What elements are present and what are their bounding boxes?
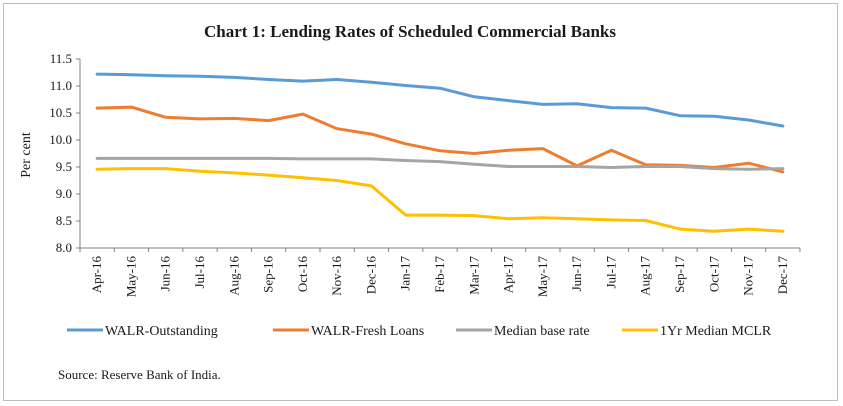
x-tick-label: Mar-17: [466, 256, 481, 295]
legend-label-median-base-rate: Median base rate: [494, 324, 590, 339]
x-tick-label: Jun-17: [569, 256, 584, 292]
x-tick-label: Nov-16: [329, 256, 344, 296]
y-tick-label: 11.5: [50, 51, 72, 66]
x-tick-label: Nov-17: [741, 256, 756, 296]
y-tick-label: 9.5: [56, 159, 72, 174]
x-tick-label: Jul-17: [603, 256, 618, 289]
y-tick-label: 8.5: [56, 213, 72, 228]
series-line-1yr-median-mclr: [95, 167, 785, 233]
legend: WALR-Outstanding WALR-Fresh Loans Median b…: [67, 324, 772, 339]
plot-area: 11.5 11.0 10.5 10.0 9.5 9.0 8.5 8.0 Apr-16 May-16…: [49, 51, 801, 298]
x-tick-label: May-17: [535, 256, 550, 298]
x-tick-label: Jan-17: [398, 256, 413, 291]
x-tick-label: Apr-16: [89, 256, 104, 294]
x-tick-label: Sep-17: [672, 256, 687, 293]
x-tick-label: Dec-16: [363, 256, 378, 295]
x-tick-label: Dec-17: [775, 256, 790, 295]
x-tick-label: Jun-16: [158, 256, 173, 292]
x-tick-label: Feb-17: [432, 256, 447, 293]
chart-title: Chart 1: Lending Rates of Scheduled Comm…: [204, 22, 616, 41]
x-tick-label: Aug-17: [638, 256, 653, 296]
series-line-median-base-rate: [95, 156, 785, 171]
legend-label-walr-outstanding: WALR-Outstanding: [105, 324, 218, 339]
x-tick-label: Oct-16: [295, 256, 310, 293]
x-tick-label: Oct-17: [706, 256, 721, 293]
x-tick-label: Apr-17: [501, 256, 516, 294]
x-tick-label: Aug-16: [226, 256, 241, 296]
legend-label-walr-fresh-loans: WALR-Fresh Loans: [311, 324, 424, 339]
chart-frame: [3, 3, 838, 401]
y-tick-label: 10.5: [49, 105, 72, 120]
series-line-walr-outstanding: [95, 72, 785, 128]
source-note: Source: Reserve Bank of India.: [58, 367, 221, 382]
y-tick-label: 8.0: [56, 240, 72, 255]
y-tick-label: 11.0: [50, 78, 72, 93]
x-tick-label: Sep-16: [261, 256, 276, 293]
x-tick-label: May-16: [123, 256, 138, 298]
y-tick-label: 9.0: [56, 186, 72, 201]
legend-label-1yr-median-mclr: 1Yr Median MCLR: [660, 324, 772, 339]
x-tick-label: Jul-16: [192, 256, 207, 289]
y-tick-label: 10.0: [49, 132, 72, 147]
y-axis-label: Per cent: [19, 132, 34, 178]
